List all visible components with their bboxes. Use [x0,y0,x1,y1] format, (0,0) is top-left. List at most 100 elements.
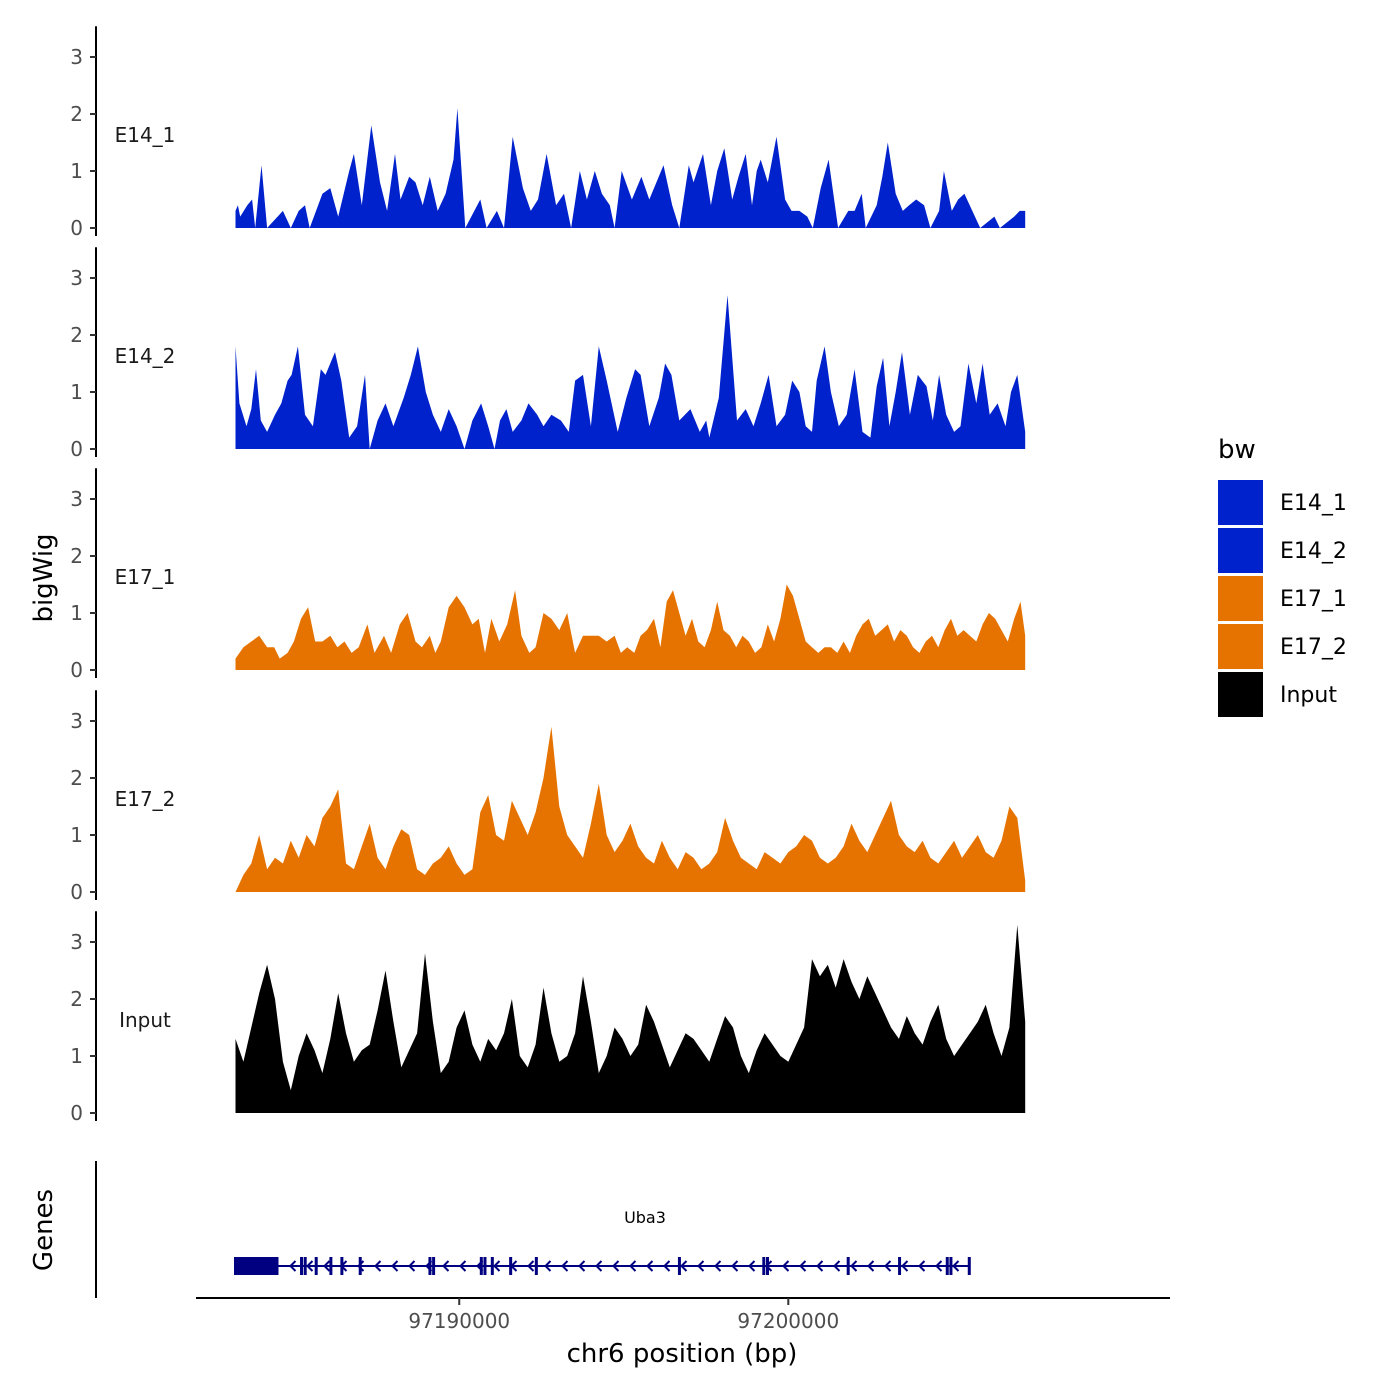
track-label-E17_2: E17_2 [115,787,176,811]
track-E14_2: 0 1 2 3 E14_2 [70,247,1026,461]
strand-arrow [306,1260,314,1272]
y-tick-label-Input-2: 2 [70,987,83,1011]
strand-arrow [816,1260,824,1272]
strand-arrow [357,1260,365,1272]
strand-arrow [544,1260,552,1272]
strand-arrow [731,1260,739,1272]
x-axis-title: chr6 position (bp) [567,1339,798,1369]
area-E17_2 [235,726,1026,892]
legend-label-E14_1: E14_1 [1280,491,1347,516]
legend-item-E14_1: E14_1 [1218,480,1347,525]
strand-arrow [697,1260,705,1272]
strand-arrow [323,1260,331,1272]
y-tick-label-E14_2-0: 0 [70,437,83,461]
strand-arrow [289,1260,297,1272]
track-label-E17_1: E17_1 [115,565,176,589]
y-tick-label-Input-1: 1 [70,1044,83,1068]
x-tick-label-97200000: 97200000 [737,1309,839,1333]
y-tick-label-E17_2-3: 3 [70,709,83,733]
strand-arrow [901,1260,909,1272]
strand-arrow [612,1260,620,1272]
track-E17_1: 0 1 2 3 E17_1 [70,468,1026,682]
gene-exon-block [235,1257,279,1275]
gene-name-label: Uba3 [624,1208,666,1227]
y-axis-title: bigWig [29,533,59,622]
y-tick-label-E17_2-0: 0 [70,880,83,904]
y-tick-label-E14_1-1: 1 [70,159,83,183]
genes-panel: Genes Uba3 [29,1161,971,1298]
strand-arrow [408,1260,416,1272]
strand-arrow [561,1260,569,1272]
y-tick-label-E17_2-1: 1 [70,823,83,847]
area-Input [235,924,1026,1113]
legend-swatch-E14_1 [1218,480,1263,525]
track-Input: 0 1 2 3 Input [70,911,1026,1125]
y-tick-label-E14_1-2: 2 [70,102,83,126]
y-tick-label-E14_2-2: 2 [70,323,83,347]
area-E14_1 [235,108,1026,228]
area-E14_2 [235,295,1026,449]
strand-arrow [918,1260,926,1272]
strand-arrow [884,1260,892,1272]
legend-title: bw [1218,435,1256,465]
strand-arrow [799,1260,807,1272]
strand-arrow [510,1260,518,1272]
y-tick-label-E14_2-3: 3 [70,266,83,290]
legend-swatch-E14_2 [1218,528,1263,573]
track-label-Input: Input [119,1008,171,1032]
strand-arrow [850,1260,858,1272]
legend-swatch-E17_1 [1218,576,1263,621]
strand-arrow [765,1260,773,1272]
strand-arrow [663,1260,671,1272]
legend-item-E17_1: E17_1 [1218,576,1347,621]
strand-arrow [714,1260,722,1272]
y-tick-label-Input-0: 0 [70,1101,83,1125]
gene-models: Uba3 [233,1208,971,1275]
strand-arrow [459,1260,467,1272]
strand-arrow [527,1260,535,1272]
strand-arrow [595,1260,603,1272]
strand-arrow [935,1260,943,1272]
y-tick-label-E17_1-0: 0 [70,658,83,682]
strand-arrow [425,1260,433,1272]
legend-label-E17_2: E17_2 [1280,635,1347,660]
genes-axis-title: Genes [29,1189,59,1271]
strand-arrow [374,1260,382,1272]
tracks-panel: 0 1 2 3 E14_1 0 1 2 3 E14_2 0 1 2 3 E17_1 0 1 2 3 E17_2 0 1 2 3… [70,26,1026,1125]
y-tick-label-E17_1-1: 1 [70,601,83,625]
track-label-E14_2: E14_2 [115,344,176,368]
strand-arrow [442,1260,450,1272]
legend-swatch-E17_2 [1218,624,1263,669]
strand-arrow [867,1260,875,1272]
strand-arrow [952,1260,960,1272]
y-tick-label-E14_1-0: 0 [70,216,83,240]
legend-label-E17_1: E17_1 [1280,587,1347,612]
y-tick-label-E14_1-3: 3 [70,45,83,69]
strand-arrow [646,1260,654,1272]
legend-item-E17_2: E17_2 [1218,624,1347,669]
strand-arrow [493,1260,501,1272]
strand-arrow [680,1260,688,1272]
legend-swatch-Input [1218,672,1263,717]
legend: bw E14_1 E14_2 E17_1 E17_2 Input [1218,435,1347,717]
strand-arrow [748,1260,756,1272]
x-tick-label-97190000: 97190000 [408,1309,510,1333]
y-tick-label-E17_2-2: 2 [70,766,83,790]
y-tick-label-Input-3: 3 [70,930,83,954]
strand-arrow [833,1260,841,1272]
legend-label-E14_2: E14_2 [1280,539,1347,564]
track-label-E14_1: E14_1 [115,123,176,147]
y-tick-label-E17_1-3: 3 [70,487,83,511]
legend-item-E14_2: E14_2 [1218,528,1347,573]
strand-arrow [340,1260,348,1272]
legend-items: E14_1 E14_2 E17_1 E17_2 Input [1218,480,1347,717]
y-tick-label-E17_1-2: 2 [70,544,83,568]
strand-arrow [782,1260,790,1272]
strand-arrow [629,1260,637,1272]
strand-arrow [476,1260,484,1272]
strand-arrow [578,1260,586,1272]
y-tick-label-E14_2-1: 1 [70,380,83,404]
track-E14_1: 0 1 2 3 E14_1 [70,26,1026,240]
area-E17_1 [235,584,1026,670]
